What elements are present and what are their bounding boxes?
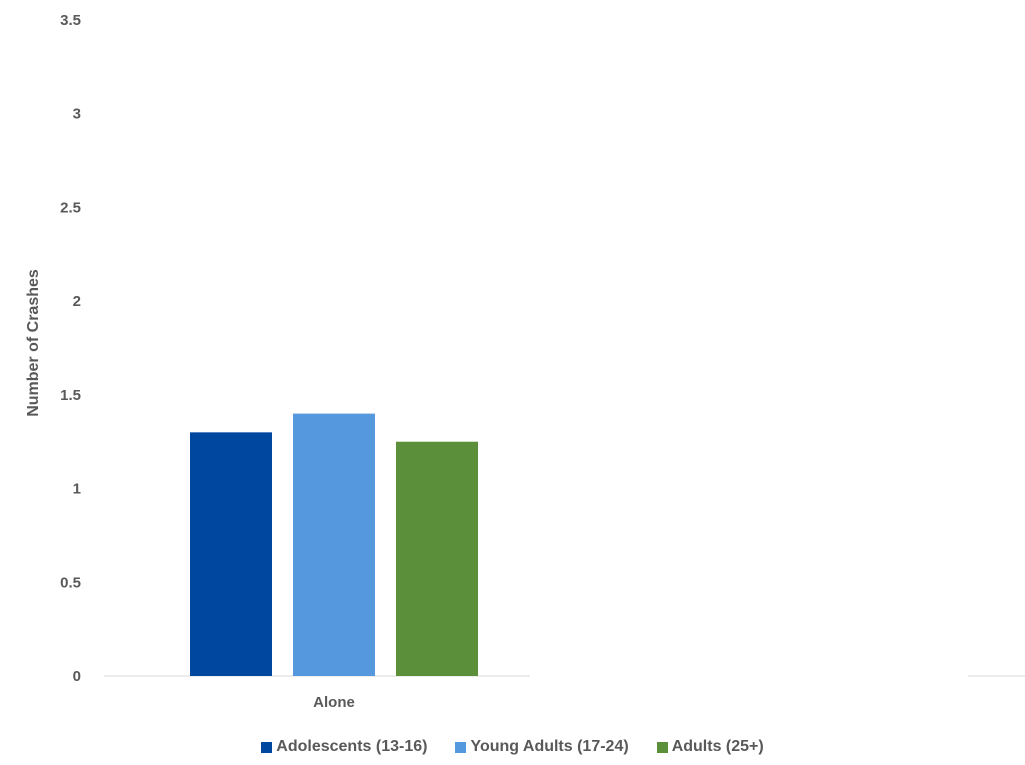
legend-item: Adolescents (13-16) <box>261 738 427 756</box>
legend-label: Adults (25+) <box>671 738 764 755</box>
legend-swatch <box>261 741 273 753</box>
y-tick-label: 3 <box>73 106 81 123</box>
y-tick-label: 1.5 <box>60 387 81 404</box>
bar-2 <box>293 413 375 676</box>
legend-swatch <box>656 741 668 753</box>
bar-3 <box>396 441 478 676</box>
legend-item: Adults (25+) <box>656 738 764 756</box>
legend-label: Adolescents (13-16) <box>276 738 428 755</box>
y-axis-ticks: 0 0.5 1 1.5 2 2.5 3 3.5 <box>60 12 81 685</box>
legend-swatch <box>455 741 467 753</box>
y-tick-label: 2.5 <box>60 199 81 216</box>
y-tick-label: 2 <box>73 293 81 310</box>
x-tick-label: Alone <box>313 694 355 711</box>
y-tick-label: 0 <box>73 668 81 685</box>
y-tick-label: 1 <box>73 481 81 498</box>
legend-item: Young Adults (17-24) <box>455 738 629 756</box>
y-tick-label: 3.5 <box>60 12 81 29</box>
bars-group <box>190 413 478 676</box>
legend-label: Young Adults (17-24) <box>470 738 629 755</box>
y-tick-label: 0.5 <box>60 574 81 591</box>
y-axis-title: Number of Crashes <box>25 269 42 417</box>
x-axis-ticks: Alone <box>313 694 355 711</box>
legend: Adolescents (13-16) Young Adults (17-24) A… <box>0 738 1025 756</box>
bar-1 <box>190 432 272 676</box>
